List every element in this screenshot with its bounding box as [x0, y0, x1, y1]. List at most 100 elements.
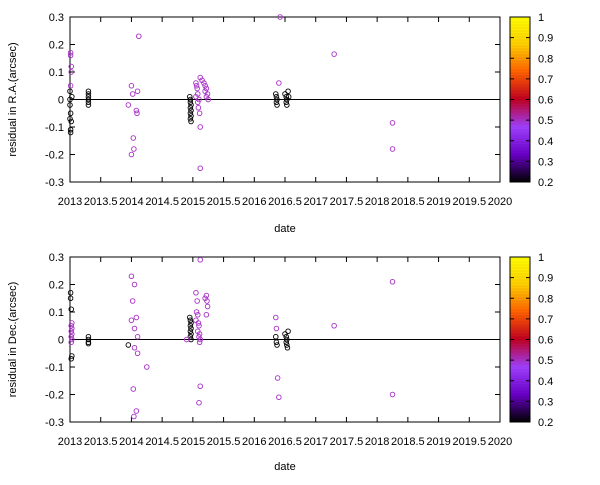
x-tick-label: 2017 — [303, 196, 327, 208]
data-point — [85, 96, 92, 103]
data-point — [130, 386, 137, 392]
data-point — [188, 107, 194, 114]
data-point — [273, 314, 279, 321]
data-point — [85, 91, 92, 97]
data-point — [276, 394, 282, 401]
data-point — [283, 334, 289, 340]
x-tick-label: 2014 — [119, 436, 143, 448]
x-tick-label: 2019 — [426, 196, 450, 208]
data-point — [276, 80, 282, 86]
y-tick-label: 0 — [58, 335, 64, 347]
dec-residual-panel: 0.3 0.2 0.1 0 -0.1 -0.2 -0.3 2013 2013.5 2014 2014… — [7, 252, 553, 473]
y-axis-title: residual in Dec.(arcsec) — [7, 282, 19, 398]
data-point — [67, 115, 73, 122]
data-point — [204, 91, 211, 97]
data-point — [187, 334, 194, 340]
data-point — [69, 353, 75, 359]
colorbar-tick-label: 0.4 — [538, 136, 553, 148]
data-point — [68, 69, 74, 75]
x-tick-label: 2017.5 — [330, 436, 364, 448]
data-point — [85, 93, 92, 100]
colorbar-tick-label: 0.7 — [538, 74, 553, 86]
x-tick-label: 2014.5 — [145, 196, 179, 208]
data-point — [193, 93, 199, 100]
colorbar-tick-label: 0.3 — [538, 396, 553, 408]
data-point — [125, 342, 132, 348]
data-point — [389, 391, 396, 398]
data-point — [187, 323, 194, 329]
data-point — [195, 99, 201, 105]
data-point — [128, 82, 135, 89]
data-point — [389, 279, 396, 285]
x-tick-label: 2013 — [58, 436, 82, 448]
y-tick-label: -0.2 — [45, 390, 64, 402]
data-point — [194, 298, 200, 304]
data-point — [203, 312, 210, 318]
y-tick-label: 0 — [58, 95, 64, 107]
data-point — [133, 408, 140, 414]
data-point — [202, 295, 208, 302]
x-tick-label: 2013.5 — [84, 436, 118, 448]
x-tick-label: 2019 — [426, 436, 450, 448]
y-tick-label: 0.2 — [49, 40, 64, 52]
x-tick-label: 2018.5 — [391, 196, 425, 208]
data-point — [134, 350, 141, 357]
data-point — [188, 325, 194, 332]
data-point — [134, 334, 141, 340]
data-point — [274, 342, 280, 348]
data-point — [196, 110, 203, 116]
data-point — [187, 317, 194, 324]
x-tick-label: 2019.5 — [452, 196, 486, 208]
colorbar-tick-label: 0.2 — [538, 177, 553, 189]
data-point — [283, 93, 289, 100]
colorbar-tick-label: 0.8 — [538, 293, 553, 305]
data-point — [187, 115, 194, 122]
data-point — [188, 102, 194, 108]
data-point — [273, 334, 279, 340]
data-point — [195, 104, 202, 111]
data-point — [197, 336, 203, 343]
colorbar-tick-label: 0.9 — [538, 33, 553, 45]
x-tick-label: 2017.5 — [330, 196, 364, 208]
x-tick-label: 2013 — [58, 196, 82, 208]
colorbar-tick-label: 0.9 — [538, 273, 553, 285]
data-point — [67, 102, 73, 108]
x-tick-label: 2016 — [242, 196, 266, 208]
data-point — [128, 151, 135, 158]
data-point — [282, 91, 288, 97]
x-tick-label: 2013.5 — [84, 196, 118, 208]
data-point — [274, 375, 281, 381]
data-point — [69, 325, 75, 332]
data-point — [277, 14, 283, 20]
data-point — [188, 113, 194, 119]
data-point — [285, 88, 291, 94]
data-point — [196, 400, 202, 406]
data-point — [85, 336, 92, 343]
data-point — [67, 129, 74, 136]
data-point — [197, 257, 203, 263]
colorbar-tick-label: 1 — [538, 252, 544, 264]
data-point — [284, 102, 290, 108]
x-axis-title: date — [274, 461, 295, 473]
data-point — [131, 146, 137, 152]
x-tick-label: 2014 — [119, 196, 143, 208]
x-tick-label: 2018.5 — [391, 436, 425, 448]
data-point — [283, 339, 289, 346]
x-tick-label: 2017 — [303, 436, 327, 448]
colorbar-tick-label: 0.6 — [538, 95, 553, 107]
data-point — [131, 325, 138, 332]
data-point — [187, 99, 194, 105]
x-tick-label: 2020 — [488, 436, 512, 448]
data-point — [129, 298, 136, 304]
data-point — [196, 339, 203, 346]
data-point — [128, 273, 135, 280]
data-point — [201, 80, 207, 86]
data-point — [203, 292, 210, 299]
data-point — [284, 336, 290, 343]
data-point — [85, 340, 92, 347]
data-point — [273, 325, 280, 332]
data-point — [68, 328, 74, 335]
data-point — [128, 317, 135, 324]
data-point — [67, 110, 74, 116]
data-point — [134, 110, 140, 116]
